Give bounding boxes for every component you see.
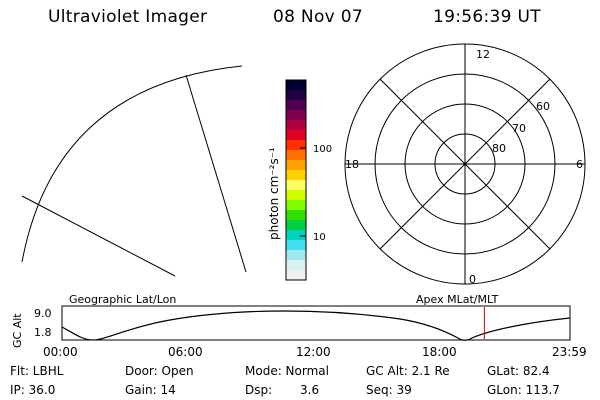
timeline-xtick-2359: 23:59 xyxy=(552,345,587,359)
glat-readout: GLat: 82.4 xyxy=(487,364,550,378)
colorbar-cell xyxy=(286,90,306,101)
app-title: Ultraviolet Imager xyxy=(48,7,208,27)
door-readout: Door: Open xyxy=(125,364,194,378)
timeline-frame xyxy=(61,305,571,341)
timeline-ytick-9: 9.0 xyxy=(34,307,52,320)
colorbar-cell xyxy=(286,260,306,271)
mode-readout: Mode: Normal xyxy=(245,364,329,378)
timeline-title-left: Geographic Lat/Lon xyxy=(69,293,176,306)
altitude-curve xyxy=(61,310,571,341)
colorbar-tick-label-100: 100 xyxy=(313,144,332,155)
mlt-label-0: 0 xyxy=(469,273,476,286)
ip-readout: IP: 36.0 xyxy=(10,383,56,397)
timeline-ytick-1-8: 1.8 xyxy=(34,326,52,339)
colorbar-cell xyxy=(286,100,306,111)
seq-readout: Seq: 39 xyxy=(366,383,412,397)
colorbar-cell xyxy=(286,270,306,281)
colorbar-cell xyxy=(286,200,306,211)
colorbar-cell xyxy=(286,240,306,251)
colorbar-frame xyxy=(285,79,307,281)
colorbar-unit-label: photon cm⁻²s⁻¹ xyxy=(267,147,281,240)
map-horizon-arc xyxy=(21,65,243,263)
polar-diagonal-2 xyxy=(379,78,551,250)
time-readout: 19:56:39 UT xyxy=(433,7,541,27)
colorbar-cell xyxy=(286,80,306,91)
timeline-y-label: GC Alt xyxy=(11,313,24,348)
timeline-title-right: Apex MLat/MLT xyxy=(416,293,499,306)
colorbar-cell xyxy=(286,180,306,191)
colorbar-cell xyxy=(286,120,306,131)
colorbar-cell xyxy=(286,210,306,221)
timeline-xtick-0600: 06:00 xyxy=(168,345,203,359)
timeline-xtick-1200: 12:00 xyxy=(296,345,331,359)
dsp-value: 3.6 xyxy=(300,383,320,397)
colorbar-cell xyxy=(286,170,306,181)
timeline-xtick-0000: 00:00 xyxy=(43,345,78,359)
lat-label-60: 60 xyxy=(536,100,550,113)
lat-label-70: 70 xyxy=(512,122,526,135)
colorbar-cell xyxy=(286,230,306,241)
mlt-label-18: 18 xyxy=(345,158,359,171)
dsp-label: Dsp: xyxy=(245,383,273,397)
colorbar-cell xyxy=(286,110,306,121)
colorbar-cell xyxy=(286,250,306,261)
colorbar-cell xyxy=(286,190,306,201)
gain-readout: Gain: 14 xyxy=(125,383,176,397)
mlt-label-6: 6 xyxy=(576,158,583,171)
mlt-label-12: 12 xyxy=(476,48,490,61)
colorbar-cell xyxy=(286,150,306,161)
colorbar-tick-label-10: 10 xyxy=(313,232,326,243)
colorbar-cell xyxy=(286,130,306,141)
date-readout: 08 Nov 07 xyxy=(273,7,363,27)
map-meridian-line xyxy=(185,74,247,273)
glon-readout: GLon: 113.7 xyxy=(487,383,560,397)
colorbar-cell xyxy=(286,160,306,171)
colorbar-cell xyxy=(286,220,306,231)
lat-label-80: 80 xyxy=(492,142,506,155)
map-parallel-line xyxy=(21,195,176,277)
filter-readout: Flt: LBHL xyxy=(10,364,64,378)
colorbar-cell xyxy=(286,140,306,151)
timeline-xtick-1800: 18:00 xyxy=(422,345,457,359)
gc-alt-readout: GC Alt: 2.1 Re xyxy=(366,364,450,378)
